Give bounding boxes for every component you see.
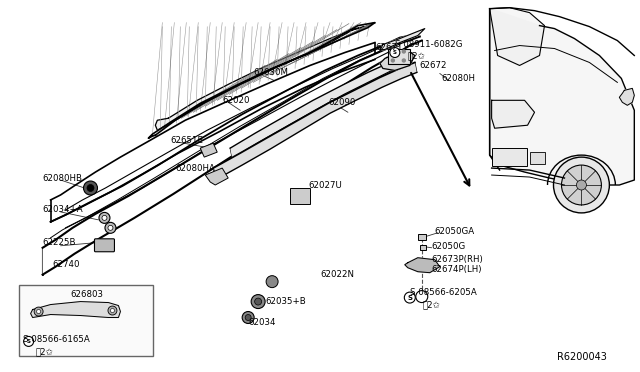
Polygon shape	[156, 26, 370, 130]
Circle shape	[416, 291, 428, 302]
Text: 62671: 62671	[375, 43, 403, 52]
Text: 62225B: 62225B	[43, 238, 76, 247]
Text: 62672: 62672	[420, 61, 447, 70]
Text: 62027U: 62027U	[308, 180, 342, 189]
Text: 62080HA: 62080HA	[175, 164, 215, 173]
Polygon shape	[380, 29, 425, 51]
Text: 62090: 62090	[328, 98, 355, 107]
Text: 62020: 62020	[222, 96, 250, 105]
Text: S: S	[393, 50, 397, 55]
Bar	[19, 285, 154, 356]
Circle shape	[577, 180, 586, 190]
Polygon shape	[230, 55, 410, 158]
Circle shape	[111, 308, 115, 312]
Text: ✨2✩: ✨2✩	[423, 300, 441, 309]
Text: 62034+A: 62034+A	[43, 205, 83, 214]
Text: 62674P(LH): 62674P(LH)	[432, 265, 483, 274]
Circle shape	[24, 336, 34, 346]
Circle shape	[403, 50, 405, 53]
Circle shape	[404, 292, 415, 303]
Circle shape	[34, 307, 43, 316]
Bar	[418, 234, 426, 240]
Circle shape	[108, 225, 113, 230]
Circle shape	[105, 222, 116, 233]
Bar	[420, 245, 426, 250]
Polygon shape	[205, 168, 228, 185]
Text: 62034: 62034	[248, 318, 276, 327]
Text: S: S	[27, 339, 31, 344]
Circle shape	[108, 306, 117, 315]
Circle shape	[36, 310, 40, 314]
FancyBboxPatch shape	[95, 239, 115, 252]
Polygon shape	[200, 143, 217, 157]
Text: 62022N: 62022N	[320, 270, 354, 279]
Circle shape	[403, 59, 405, 62]
Polygon shape	[213, 62, 417, 180]
Text: S 08911-6082G: S 08911-6082G	[395, 40, 462, 49]
Circle shape	[102, 215, 107, 220]
Text: S 08566-6205A: S 08566-6205A	[410, 288, 477, 297]
Circle shape	[390, 48, 400, 58]
Circle shape	[255, 298, 262, 305]
Polygon shape	[490, 9, 634, 185]
Text: S: S	[407, 295, 412, 301]
Circle shape	[391, 50, 394, 53]
Circle shape	[266, 276, 278, 288]
Bar	[492, 148, 527, 166]
Text: 62050GA: 62050GA	[435, 227, 475, 236]
Polygon shape	[31, 302, 120, 318]
Bar	[529, 152, 545, 164]
Text: ✨2✩: ✨2✩	[36, 347, 54, 356]
Polygon shape	[380, 51, 415, 70]
Text: ✨2✩: ✨2✩	[408, 51, 426, 60]
Polygon shape	[492, 100, 534, 128]
Circle shape	[391, 59, 394, 62]
Polygon shape	[490, 8, 545, 65]
Circle shape	[99, 212, 110, 223]
Text: 62080H: 62080H	[442, 74, 476, 83]
Text: S 08566-6165A: S 08566-6165A	[22, 335, 90, 344]
Text: 62050G: 62050G	[432, 242, 466, 251]
Circle shape	[242, 311, 254, 324]
Circle shape	[87, 185, 94, 192]
Polygon shape	[620, 89, 634, 105]
Text: 62740: 62740	[52, 260, 80, 269]
Text: 626803: 626803	[70, 290, 104, 299]
Circle shape	[245, 314, 251, 321]
Text: 62080HB: 62080HB	[43, 173, 83, 183]
Bar	[290, 188, 310, 204]
Circle shape	[561, 165, 602, 205]
Text: 62035+B: 62035+B	[265, 297, 306, 306]
Text: 62030M: 62030M	[253, 68, 288, 77]
Circle shape	[554, 157, 609, 213]
Text: 62673P(RH): 62673P(RH)	[432, 255, 483, 264]
Circle shape	[251, 295, 265, 308]
Bar	[388, 48, 410, 64]
Circle shape	[83, 181, 97, 195]
Polygon shape	[405, 258, 440, 273]
Polygon shape	[43, 36, 422, 275]
Text: R6200043: R6200043	[557, 352, 607, 362]
Text: 62651E: 62651E	[170, 136, 204, 145]
